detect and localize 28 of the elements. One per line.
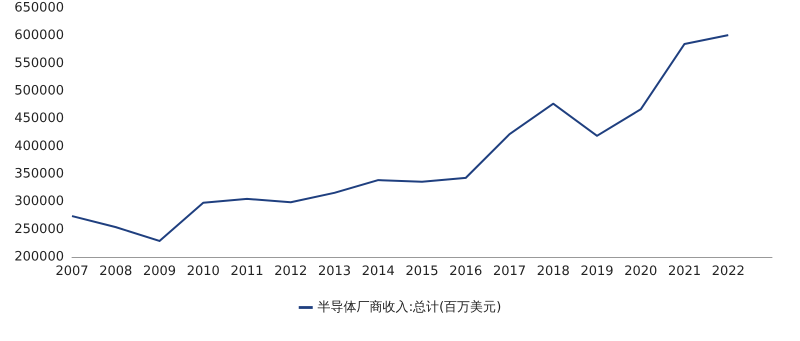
y-tick-label: 250000 [14,222,64,237]
x-tick-label: 2019 [580,264,614,279]
x-tick-label: 2017 [492,264,526,279]
y-tick-label: 200000 [14,250,64,264]
x-tick-label: 2010 [186,264,220,279]
x-tick-label: 2016 [449,264,482,279]
y-tick-label: 400000 [14,138,64,154]
y-tick-label: 300000 [14,194,64,210]
x-tick-label: 2007 [55,264,89,279]
x-tick-label: 2009 [142,264,176,279]
x-tick-label: 2022 [712,264,745,279]
x-tick-label: 2011 [230,264,264,279]
y-tick-label: 650000 [14,0,64,16]
y-tick-label: 550000 [14,56,64,71]
x-tick-label: 2014 [362,264,395,279]
y-tick-label: 600000 [14,28,64,44]
x-tick-label: 2015 [405,264,439,279]
x-tick-label: 2020 [624,264,658,279]
legend-label: 半导体厂商收入:总计(百万美元) [318,299,502,315]
x-tick-label: 2021 [668,264,702,279]
y-tick-label: 350000 [14,166,64,182]
line-series [71,34,730,242]
y-tick-label: 500000 [14,84,64,98]
y-tick-label: 450000 [14,111,64,126]
x-tick-label: 2012 [274,264,308,279]
x-tick-label: 2018 [536,264,570,279]
x-tick-label: 2008 [99,264,132,279]
x-tick-label: 2013 [318,264,352,279]
